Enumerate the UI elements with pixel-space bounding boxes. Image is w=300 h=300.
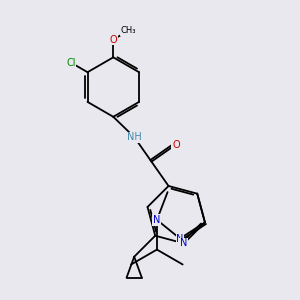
Text: N: N [180, 238, 188, 248]
Text: O: O [110, 34, 117, 44]
Text: NH: NH [127, 132, 142, 142]
Text: N: N [176, 234, 184, 244]
Text: CH₃: CH₃ [121, 26, 136, 35]
Text: Cl: Cl [66, 58, 76, 68]
Text: N: N [153, 215, 161, 225]
Text: O: O [172, 140, 180, 150]
